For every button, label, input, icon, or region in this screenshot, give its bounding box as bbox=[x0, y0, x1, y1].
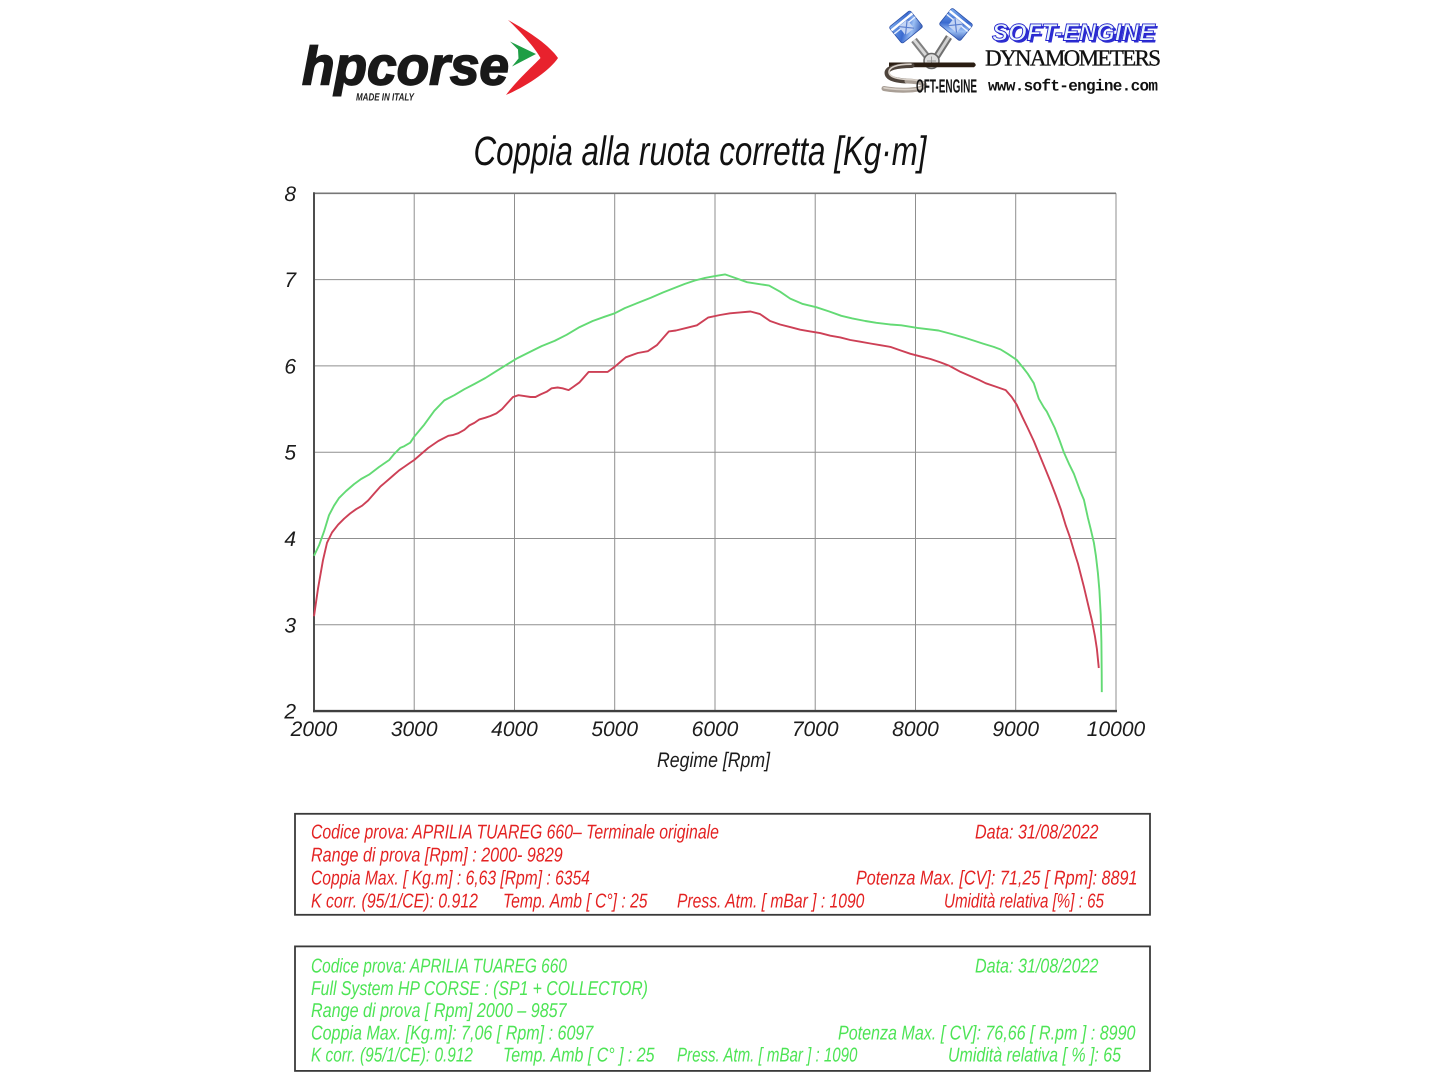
svg-text:Data: 31/08/2022: Data: 31/08/2022 bbox=[975, 822, 1098, 844]
svg-text:SOFT-ENGINE: SOFT-ENGINE bbox=[994, 22, 1158, 49]
svg-text:2000: 2000 bbox=[290, 718, 338, 741]
svg-text:4: 4 bbox=[284, 528, 296, 551]
svg-text:Potenza Max. [CV]: 71,25 [ Rp: Potenza Max. [CV]: 71,25 [ Rpm]: 8891 bbox=[856, 868, 1138, 890]
svg-text:3000: 3000 bbox=[391, 718, 438, 741]
svg-text:www.soft-engine.com: www.soft-engine.com bbox=[988, 78, 1158, 96]
svg-text:Potenza Max. [ CV]: 76,66 [: Potenza Max. [ CV]: 76,66 [ R.pm ] : 899… bbox=[838, 1022, 1135, 1044]
svg-text:Press. Atm. [ mBar ] : 1090: Press. Atm. [ mBar ] : 1090 bbox=[677, 891, 864, 913]
svg-text:DYNAMOMETERS: DYNAMOMETERS bbox=[985, 46, 1161, 71]
svg-text:Regime [Rpm]: Regime [Rpm] bbox=[657, 749, 771, 772]
svg-text:Coppia Max. [ Kg.m] : 6,63 [R: Coppia Max. [ Kg.m] : 6,63 [Rpm] : 6354 bbox=[311, 868, 590, 890]
svg-text:6000: 6000 bbox=[692, 718, 739, 741]
svg-text:Range di prova [Rpm] : 2000-: Range di prova [Rpm] : 2000- 9829 bbox=[311, 845, 563, 867]
svg-text:MADE IN ITALY: MADE IN ITALY bbox=[356, 92, 415, 104]
svg-text:7000: 7000 bbox=[792, 718, 839, 741]
svg-text:Press. Atm. [ mBar ] : 1090: Press. Atm. [ mBar ] : 1090 bbox=[677, 1045, 857, 1067]
svg-text:Umidità relativa [%] : 65: Umidità relativa [%] : 65 bbox=[944, 891, 1105, 913]
svg-text:10000: 10000 bbox=[1087, 718, 1146, 741]
svg-text:8: 8 bbox=[284, 183, 296, 206]
svg-text:4000: 4000 bbox=[491, 718, 538, 741]
svg-text:Coppia alla ruota corretta [Kg: Coppia alla ruota corretta [Kg·m] bbox=[473, 128, 927, 174]
svg-text:SOFT-ENGINE: SOFT-ENGINE bbox=[992, 20, 1156, 47]
svg-text:5000: 5000 bbox=[591, 718, 638, 741]
svg-text:3: 3 bbox=[284, 614, 296, 637]
svg-text:K corr. (95/1/CE): 0.912: K corr. (95/1/CE): 0.912 bbox=[311, 1045, 473, 1067]
svg-text:Temp. Amb [ C°] : 25: Temp. Amb [ C°] : 25 bbox=[503, 891, 648, 913]
svg-text:K corr. (95/1/CE): 0.912: K corr. (95/1/CE): 0.912 bbox=[311, 891, 478, 913]
svg-text:Codice prova: APRILIA TUAREG 6: Codice prova: APRILIA TUAREG 660– Termin… bbox=[311, 822, 719, 844]
svg-text:Coppia Max. [Kg.m]: 7,06 [: Coppia Max. [Kg.m]: 7,06 [ Rpm] : 6097 bbox=[311, 1022, 594, 1044]
svg-text:6: 6 bbox=[284, 355, 296, 378]
svg-text:Data: 31/08/2022: Data: 31/08/2022 bbox=[975, 956, 1098, 978]
svg-text:Full System HP CORSE : (SP1: Full System HP CORSE : (SP1 + COLLECTOR) bbox=[311, 978, 648, 1000]
svg-text:hpcorse: hpcorse bbox=[302, 37, 509, 97]
svg-text:5: 5 bbox=[284, 442, 296, 465]
svg-text:Temp. Amb [ C° ] : 25: Temp. Amb [ C° ] : 25 bbox=[503, 1045, 655, 1067]
svg-text:Codice prova: APRILIA TUAREG 6: Codice prova: APRILIA TUAREG 660 bbox=[311, 956, 567, 978]
svg-text:8000: 8000 bbox=[892, 718, 939, 741]
svg-text:9000: 9000 bbox=[992, 718, 1039, 741]
svg-text:OFT-ENGINE: OFT-ENGINE bbox=[916, 77, 977, 98]
svg-text:Umidità relativa [ % ]: 65: Umidità relativa [ % ]: 65 bbox=[948, 1045, 1122, 1067]
svg-text:2: 2 bbox=[283, 701, 296, 724]
svg-text:Range di prova [ Rpm] 2000 –: Range di prova [ Rpm] 2000 – 9857 bbox=[311, 1000, 567, 1022]
svg-text:7: 7 bbox=[284, 269, 297, 292]
